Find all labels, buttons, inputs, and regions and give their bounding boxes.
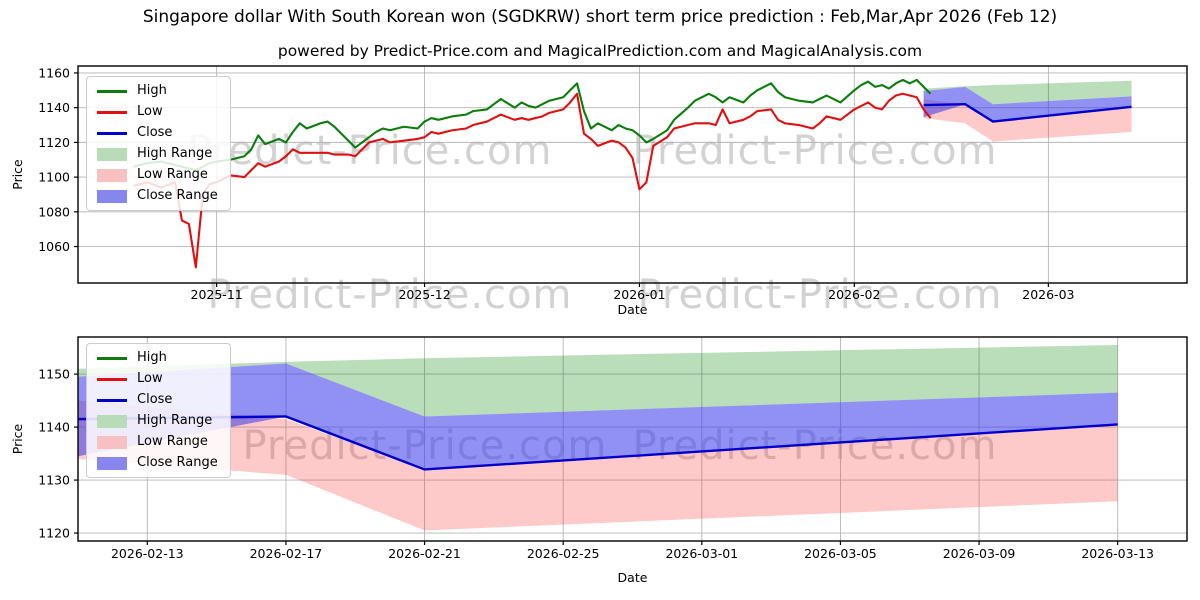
y-tick-label: 1130 [38, 473, 70, 488]
legend-line-swatch [97, 398, 127, 402]
legend-label: Close [137, 392, 173, 407]
x-axis-label: Date [618, 570, 648, 585]
legend-item-high-range: High Range [97, 147, 218, 161]
x-axis-label: Date [618, 302, 648, 317]
x-tick-label: 2026-03 [1022, 287, 1074, 302]
y-axis-label: Price [10, 159, 25, 190]
watermark-text: Predict-Price.com [637, 272, 1003, 318]
legend-line-swatch [97, 356, 127, 360]
y-tick-label: 1100 [38, 170, 70, 185]
x-tick-label: 2026-02-13 [111, 546, 184, 561]
legend-item-close: Close [97, 393, 218, 407]
y-tick-label: 1150 [38, 367, 70, 382]
legend-top-chart: High Low Close High Range Low Range Close Ran… [86, 76, 231, 211]
x-tick-label: 2026-03-13 [1081, 546, 1154, 561]
x-tick-label: 2026-02-25 [527, 546, 600, 561]
legend-item-close-range: Close Range [97, 456, 218, 470]
legend-label: High Range [137, 413, 213, 428]
y-axis-label: Price [10, 423, 25, 454]
legend-item-low: Low [97, 372, 218, 386]
low-line [133, 92, 932, 269]
legend-label: Close Range [137, 188, 218, 203]
y-tick-label: 1140 [38, 420, 70, 435]
legend-bottom-chart: High Low Close High Range Low Range Close Ran… [86, 343, 231, 478]
legend-item-high: High [97, 84, 218, 98]
legend-label: Low Range [137, 434, 208, 449]
x-tick-label: 2026-02-17 [250, 546, 323, 561]
y-tick-label: 1160 [38, 65, 70, 80]
legend-label: High [137, 83, 167, 98]
y-tick-label: 1120 [38, 526, 70, 541]
legend-line-swatch [97, 131, 127, 135]
legend-item-high: High [97, 351, 218, 365]
y-tick-label: 1080 [38, 204, 70, 219]
x-tick-label: 2026-03-09 [943, 546, 1016, 561]
plot-frame [77, 336, 1188, 542]
legend-line-swatch [97, 89, 127, 93]
y-tick-label: 1120 [38, 135, 70, 150]
x-tick-label: 2025-12 [398, 287, 450, 302]
watermark-text: Predict-Price.com [632, 128, 998, 174]
legend-patch-swatch [97, 189, 127, 203]
legend-line-swatch [97, 110, 127, 114]
legend-patch-swatch [97, 168, 127, 182]
legend-patch-swatch [97, 414, 127, 428]
high-line [133, 78, 932, 172]
x-tick-label: 2025-11 [191, 287, 243, 302]
legend-patch-swatch [97, 435, 127, 449]
legend-item-low: Low [97, 105, 218, 119]
legend-item-low-range: Low Range [97, 435, 218, 449]
legend-item-high-range: High Range [97, 414, 218, 428]
x-tick-label: 2026-03-01 [665, 546, 738, 561]
chart-title: Singapore dollar With South Korean won (… [142, 7, 1058, 27]
legend-label: High Range [137, 146, 213, 161]
high-range-band [78, 344, 1118, 417]
low-range-band [78, 400, 1118, 531]
y-tick-label: 1140 [38, 100, 70, 115]
y-tick-label: 1060 [38, 239, 70, 254]
chart-subtitle: powered by Predict-Price.com and Magical… [277, 42, 923, 60]
legend-item-low-range: Low Range [97, 168, 218, 182]
legend-line-swatch [97, 377, 127, 381]
legend-label: High [137, 350, 167, 365]
high-range-band [923, 80, 1132, 105]
legend-label: Low [137, 371, 163, 386]
watermark-text: Predict-Price.com [207, 272, 573, 318]
close-range-band [923, 86, 1132, 122]
close-range-band [78, 363, 1118, 470]
legend-label: Close [137, 125, 173, 140]
x-tick-label: 2026-02 [828, 287, 880, 302]
legend-patch-swatch [97, 147, 127, 161]
x-tick-label: 2026-02-21 [388, 546, 461, 561]
x-tick-label: 2026-03-05 [804, 546, 877, 561]
legend-item-close-range: Close Range [97, 189, 218, 203]
legend-label: Low Range [137, 167, 208, 182]
low-range-band [923, 98, 1132, 142]
legend-label: Low [137, 104, 163, 119]
x-tick-label: 2026-01 [613, 287, 665, 302]
legend-label: Close Range [137, 455, 218, 470]
plot-frame [77, 65, 1188, 284]
close-line [923, 102, 1132, 123]
top-chart: 1060 1080 1100 1120 1140 1160 2025-11 2025-12 20… [10, 65, 1188, 317]
legend-item-close: Close [97, 126, 218, 140]
legend-patch-swatch [97, 456, 127, 470]
